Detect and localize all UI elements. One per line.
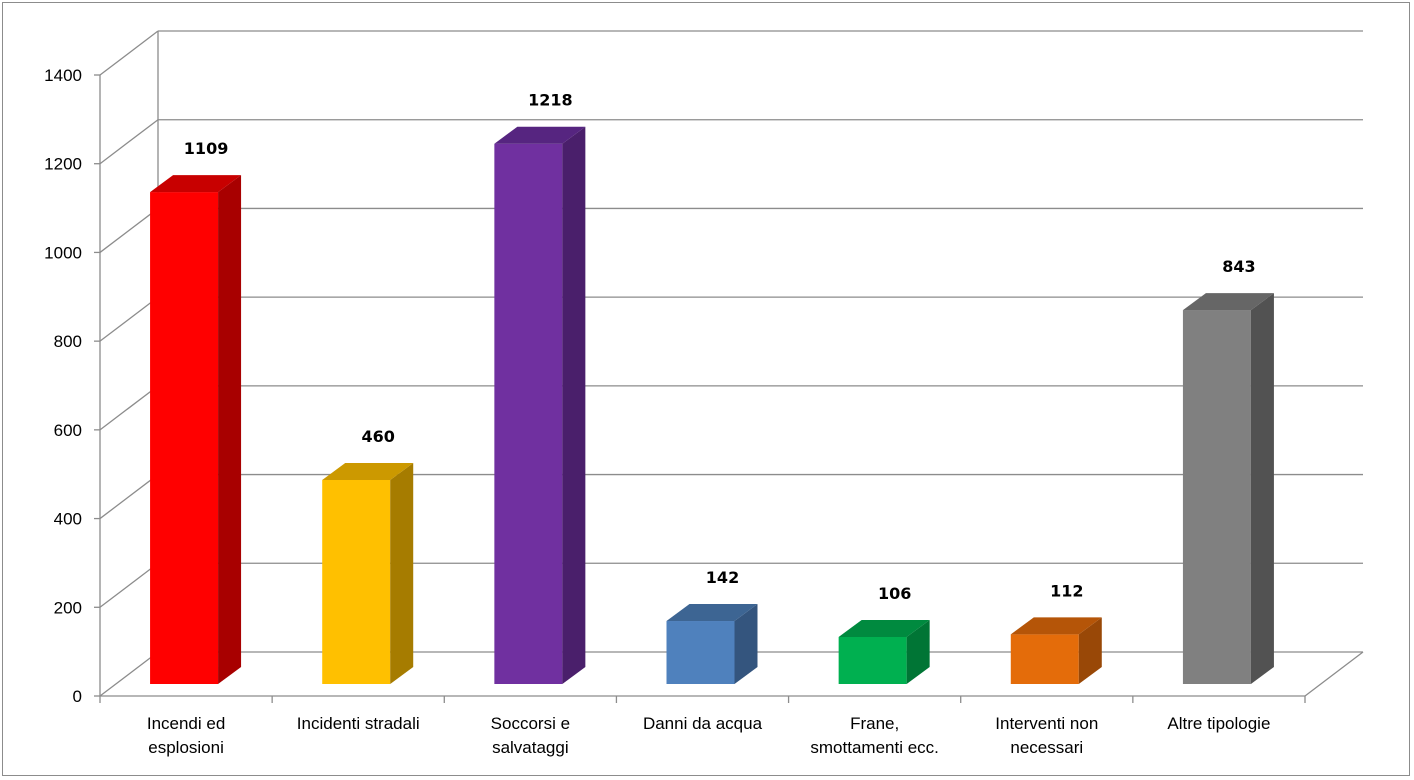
- category-label: esplosioni: [148, 738, 224, 757]
- bar-top: [666, 604, 758, 622]
- category-label: Incendi ed: [147, 714, 225, 733]
- data-label: 1109: [184, 139, 229, 158]
- bar-front: [838, 636, 907, 684]
- data-label: 106: [878, 584, 911, 603]
- y-tick-label: 1200: [44, 155, 82, 174]
- bar-top: [322, 462, 414, 480]
- category-label: Incidenti stradali: [297, 714, 420, 733]
- y-tick-label: 1000: [44, 243, 82, 262]
- bar-side: [390, 462, 414, 684]
- data-label: 112: [1050, 581, 1083, 600]
- bar-front: [494, 143, 563, 685]
- data-label: 1218: [528, 91, 573, 110]
- gridline-diagonal: [99, 385, 159, 431]
- data-label: 142: [706, 568, 739, 587]
- gridline-diagonal: [99, 651, 159, 697]
- y-tick-label: 600: [54, 421, 82, 440]
- category-label: Danni da acqua: [643, 714, 763, 733]
- category-label: Soccorsi e: [491, 714, 570, 733]
- bar-front: [666, 621, 735, 684]
- bar-side: [734, 604, 758, 684]
- data-label: 460: [362, 427, 395, 446]
- floor-right-edge: [1304, 651, 1364, 697]
- bar-side: [906, 619, 930, 684]
- category-label: smottamenti ecc.: [810, 738, 939, 757]
- category-label: Interventi non: [995, 714, 1098, 733]
- y-tick-label: 400: [54, 510, 82, 529]
- gridline-diagonal: [99, 30, 159, 76]
- y-tick-label: 1400: [44, 66, 82, 85]
- bar-top: [838, 619, 930, 637]
- bar-side: [562, 126, 586, 685]
- gridline-diagonal: [99, 207, 159, 253]
- bar-side: [1078, 617, 1102, 684]
- category-label: Frane,: [850, 714, 899, 733]
- bar-top: [150, 175, 242, 193]
- bar-top: [494, 126, 586, 144]
- category-label: Altre tipologie: [1167, 714, 1270, 733]
- bar-top: [1010, 617, 1102, 635]
- gridline-diagonal: [99, 474, 159, 520]
- gridline-diagonal: [99, 296, 159, 342]
- bar-top: [1182, 293, 1274, 311]
- bar-front: [150, 192, 219, 684]
- y-tick-label: 800: [54, 332, 82, 351]
- bar-side: [218, 175, 242, 684]
- gridline-diagonal: [99, 119, 159, 165]
- y-tick-label: 200: [54, 598, 82, 617]
- gridline-diagonal: [99, 562, 159, 608]
- bar-front: [322, 479, 391, 684]
- category-label: necessari: [1010, 738, 1083, 757]
- bar-side: [1250, 293, 1274, 684]
- data-label: 843: [1222, 257, 1255, 276]
- bar-front: [1182, 310, 1251, 684]
- category-label: salvataggi: [492, 738, 569, 757]
- y-tick-label: 0: [73, 687, 82, 706]
- bar-front: [1010, 634, 1079, 684]
